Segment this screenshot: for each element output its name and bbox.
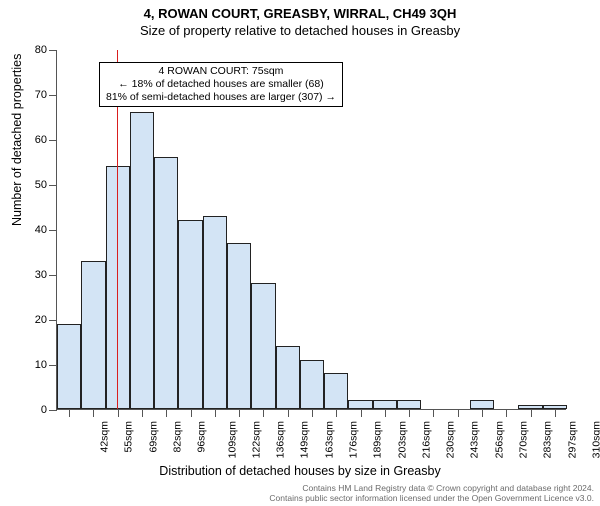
y-tick (49, 50, 57, 51)
y-tick (49, 275, 57, 276)
x-tick-label: 270sqm (517, 421, 529, 458)
y-tick-label: 40 (35, 224, 47, 236)
x-tick-label: 136sqm (275, 421, 287, 458)
histogram-bar (154, 157, 178, 409)
x-tick-label: 163sqm (323, 421, 335, 458)
histogram-bar (227, 243, 251, 410)
y-tick-label: 20 (35, 314, 47, 326)
x-tick-label: 189sqm (372, 421, 384, 458)
x-tick-label: 42sqm (99, 421, 111, 453)
y-tick (49, 365, 57, 366)
x-tick (166, 409, 167, 417)
histogram-bar (348, 400, 372, 409)
x-tick-label: 96sqm (196, 421, 208, 453)
x-tick-label: 122sqm (250, 421, 262, 458)
annotation-line3: 81% of semi-detached houses are larger (… (106, 91, 336, 104)
x-tick-label: 109sqm (226, 421, 238, 458)
x-tick (506, 409, 507, 417)
x-tick (531, 409, 532, 417)
x-tick-label: 203sqm (396, 421, 408, 458)
histogram-bar (178, 220, 202, 409)
y-tick (49, 140, 57, 141)
y-tick (49, 185, 57, 186)
x-tick-label: 176sqm (347, 421, 359, 458)
x-tick (263, 409, 264, 417)
annotation-line2: ← 18% of detached houses are smaller (68… (106, 78, 336, 91)
y-axis-title: Number of detached properties (10, 54, 24, 226)
histogram-bar (276, 346, 300, 409)
x-tick-label: 82sqm (172, 421, 184, 453)
footer-line2: Contains public sector information licen… (269, 494, 594, 504)
y-tick-label: 80 (35, 44, 47, 56)
title-line1: 4, ROWAN COURT, GREASBY, WIRRAL, CH49 3Q… (0, 6, 600, 21)
y-tick-label: 30 (35, 269, 47, 281)
histogram-bar (57, 324, 81, 410)
title-line2: Size of property relative to detached ho… (0, 23, 600, 38)
chart-area: 0102030405060708042sqm55sqm69sqm82sqm96s… (56, 50, 566, 410)
x-tick-label: 55sqm (123, 421, 135, 453)
x-tick-label: 283sqm (542, 421, 554, 458)
x-tick-label: 297sqm (566, 421, 578, 458)
x-tick (433, 409, 434, 417)
x-tick (458, 409, 459, 417)
y-tick (49, 410, 57, 411)
annotation-line1: 4 ROWAN COURT: 75sqm (106, 65, 336, 78)
x-tick-label: 256sqm (493, 421, 505, 458)
x-tick-label: 230sqm (445, 421, 457, 458)
x-tick (118, 409, 119, 417)
x-tick-label: 243sqm (469, 421, 481, 458)
x-tick (385, 409, 386, 417)
x-tick (69, 409, 70, 417)
histogram-bar (373, 400, 397, 409)
plot-area: 0102030405060708042sqm55sqm69sqm82sqm96s… (56, 50, 566, 410)
x-tick (93, 409, 94, 417)
x-tick (361, 409, 362, 417)
histogram-bar (203, 216, 227, 410)
x-tick-label: 216sqm (420, 421, 432, 458)
x-tick (288, 409, 289, 417)
footer-attribution: Contains HM Land Registry data © Crown c… (269, 484, 594, 504)
histogram-bar (300, 360, 324, 410)
x-tick (215, 409, 216, 417)
y-tick-label: 60 (35, 134, 47, 146)
x-tick (142, 409, 143, 417)
histogram-bar (251, 283, 275, 409)
x-tick (191, 409, 192, 417)
histogram-bar (81, 261, 105, 410)
y-tick (49, 230, 57, 231)
y-tick-label: 50 (35, 179, 47, 191)
y-tick-label: 10 (35, 359, 47, 371)
x-tick (555, 409, 556, 417)
x-axis-title: Distribution of detached houses by size … (0, 464, 600, 478)
x-tick-label: 149sqm (299, 421, 311, 458)
x-tick-label: 310sqm (590, 421, 600, 458)
histogram-bar (397, 400, 421, 409)
x-tick (409, 409, 410, 417)
x-tick (482, 409, 483, 417)
x-tick-label: 69sqm (147, 421, 159, 453)
histogram-bar (324, 373, 348, 409)
x-tick (336, 409, 337, 417)
y-tick-label: 70 (35, 89, 47, 101)
y-tick (49, 320, 57, 321)
y-tick-label: 0 (41, 404, 47, 416)
annotation-box: 4 ROWAN COURT: 75sqm← 18% of detached ho… (99, 62, 343, 107)
x-tick (239, 409, 240, 417)
histogram-bar (470, 400, 494, 409)
histogram-bar (130, 112, 154, 409)
x-tick (312, 409, 313, 417)
y-tick (49, 95, 57, 96)
